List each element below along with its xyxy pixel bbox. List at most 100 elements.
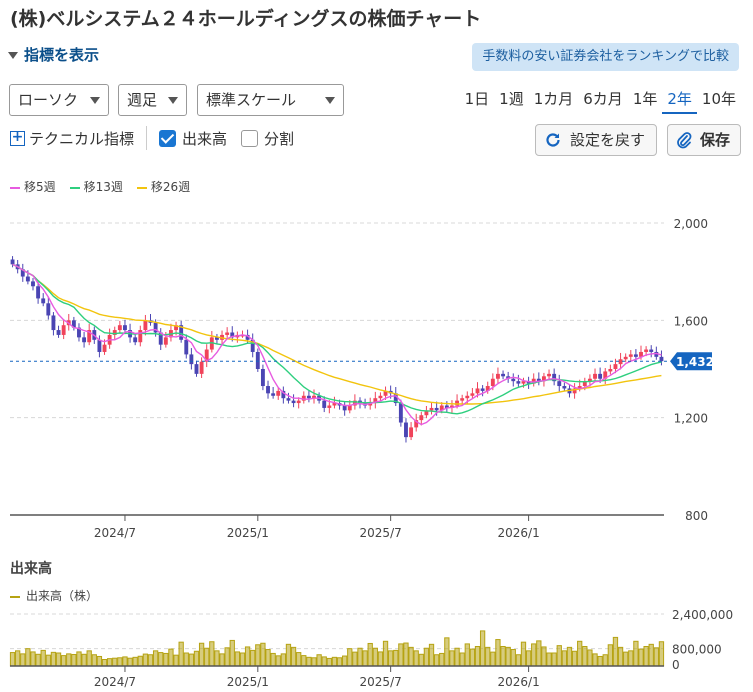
candle-body	[245, 334, 250, 340]
candle-body	[71, 320, 76, 328]
candle-body	[322, 400, 327, 408]
candle-body	[352, 400, 357, 406]
y-tick-label: 2,400,000	[672, 608, 733, 622]
candle-body	[56, 330, 61, 335]
x-tick-label: 2025/1	[227, 526, 269, 540]
volume-bar	[214, 650, 220, 667]
paperclip-icon	[677, 132, 692, 149]
volume-bar	[454, 647, 460, 667]
volume-bar	[495, 639, 501, 667]
last-price-label: 1,432	[676, 355, 714, 369]
volume-bar	[331, 656, 338, 667]
volume-bar	[587, 649, 593, 667]
volume-bar	[372, 647, 378, 667]
candle-body	[112, 330, 117, 335]
volume-bar	[449, 650, 455, 667]
candle-body	[434, 407, 439, 411]
candle-body	[414, 420, 419, 428]
period-tab-10y[interactable]: 10年	[701, 90, 736, 108]
volume-bar	[648, 643, 654, 667]
y-tick-label: 800,000	[672, 643, 722, 657]
candle-body	[496, 373, 500, 379]
broker-ranking-link[interactable]: 手数料の安い証券会社をランキングで比較	[472, 43, 739, 71]
candle-body	[102, 344, 107, 352]
candle-body	[547, 373, 551, 377]
volume-bar	[347, 648, 353, 667]
candle-body	[163, 337, 168, 345]
volume-bar	[127, 657, 133, 667]
candle-body	[133, 337, 138, 343]
volume-bar	[566, 646, 573, 667]
volume-checkbox[interactable]	[159, 129, 177, 147]
volume-bar	[490, 651, 496, 667]
period-tab-1d[interactable]: 1日	[464, 90, 490, 108]
candle-body	[184, 339, 189, 355]
triangle-down-icon	[8, 52, 18, 59]
volume-bar	[117, 657, 123, 667]
scale-select[interactable]: 標準スケール	[197, 84, 344, 116]
volume-bar	[336, 657, 343, 667]
volume-checkbox-label[interactable]: 出来高	[182, 129, 228, 148]
scale-value: 標準スケール	[206, 91, 297, 109]
candle-body	[214, 337, 219, 340]
volume-bar	[520, 641, 527, 667]
save-button[interactable]: 保存	[667, 124, 741, 156]
candle-body	[378, 395, 383, 399]
volume-bar	[377, 651, 384, 667]
candle-body	[404, 422, 408, 438]
candle-body	[633, 354, 638, 357]
x-tick-label: 2026/1	[497, 675, 539, 689]
volume-bar	[142, 653, 149, 667]
candle-body	[598, 373, 603, 379]
reset-settings-button[interactable]: 設定を戻す	[535, 124, 657, 156]
volume-bar	[45, 654, 51, 667]
period-tab-6m[interactable]: 6カ月	[583, 90, 623, 108]
volume-bar	[628, 650, 634, 667]
plus-icon[interactable]: +	[10, 128, 25, 146]
period-tab-1m[interactable]: 1カ月	[533, 90, 574, 108]
volume-bar	[61, 655, 67, 667]
candle-body	[306, 395, 311, 399]
candle-body	[644, 349, 649, 352]
volume-bar	[556, 645, 562, 667]
volume-bar	[474, 646, 481, 667]
technical-indicator-link[interactable]: テクニカル指標	[29, 129, 135, 148]
split-checkbox-label[interactable]: 分割	[264, 129, 295, 148]
volume-bar	[602, 654, 608, 667]
volume-bar	[561, 650, 568, 667]
volume-bar	[653, 647, 659, 667]
y-tick-label: 2,000	[674, 217, 708, 231]
volume-bar	[219, 653, 225, 667]
last-price-tag	[670, 352, 712, 371]
split-checkbox[interactable]	[241, 129, 259, 147]
candle-body	[521, 381, 526, 384]
period-tab-1y[interactable]: 1年	[632, 90, 658, 108]
candle-body	[266, 386, 270, 394]
candle-body	[143, 320, 148, 331]
candle-body	[577, 386, 582, 389]
volume-bar	[40, 649, 46, 667]
volume-bar	[582, 646, 588, 667]
candle-body	[296, 400, 301, 404]
period-tab-2y[interactable]: 2年	[662, 88, 697, 114]
volume-bar	[183, 652, 189, 667]
candle-body	[77, 327, 81, 338]
candle-body	[516, 381, 521, 384]
indicator-toggle[interactable]: 指標を表示	[8, 44, 99, 65]
volume-bar	[260, 642, 266, 667]
chart-type-select[interactable]: ローソク	[9, 84, 109, 116]
refresh-icon	[546, 133, 560, 147]
candle-body	[291, 400, 296, 404]
price-chart[interactable]: 2,000 1,600 1,200 800 1,432 2024/7 2025/1 2025/…	[0, 195, 753, 555]
volume-bar	[20, 653, 26, 667]
candle-body	[301, 395, 306, 401]
volume-bar	[597, 655, 603, 667]
volume-bar	[525, 650, 532, 667]
candle-body	[347, 405, 352, 411]
save-label: 保存	[700, 131, 731, 149]
candle-body	[439, 405, 444, 411]
period-tab-1w[interactable]: 1週	[499, 90, 524, 108]
candle-body	[460, 398, 465, 401]
interval-select[interactable]: 週足	[118, 84, 187, 116]
